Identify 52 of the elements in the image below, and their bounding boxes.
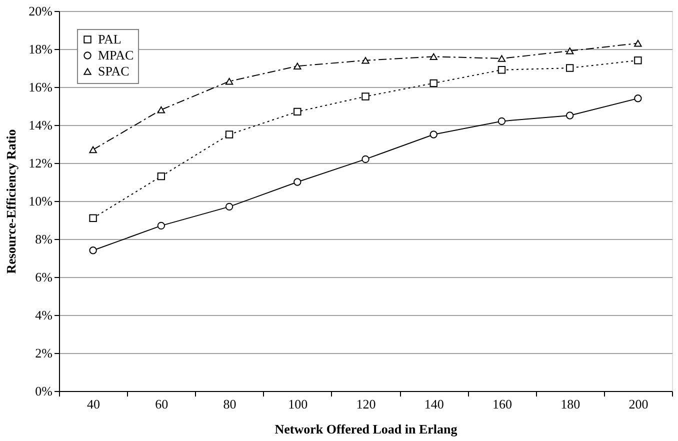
point (89, 214, 97, 222)
x-tick-label: 40 (87, 396, 100, 412)
y-tick-label: 2% (35, 346, 53, 360)
x-tick-label: 100 (288, 396, 308, 412)
point (362, 155, 370, 164)
x-tick-label: 180 (560, 396, 580, 412)
point (157, 106, 166, 114)
point (566, 64, 574, 72)
x-axis-title: Network Offered Load in Erlang (274, 422, 458, 436)
point (634, 94, 642, 102)
x-tick-label: 80 (223, 396, 236, 412)
point (634, 40, 642, 47)
y-tick-label: 18% (28, 42, 53, 56)
legend-label: MPAC (98, 48, 134, 62)
point (566, 112, 574, 120)
point (225, 130, 234, 138)
y-tick-label: 0% (35, 384, 53, 398)
point (157, 222, 166, 230)
y-tick-label: 12% (28, 156, 53, 170)
y-tick-label: 4% (35, 308, 53, 322)
x-tick-label: 120 (356, 396, 376, 412)
point (498, 55, 506, 62)
point (294, 62, 302, 70)
x-tick-label: 140 (424, 396, 444, 412)
point (498, 117, 506, 126)
x-tick-label: 160 (492, 396, 512, 412)
y-axis-title: Resource-Efficiency Ratio (4, 129, 19, 274)
point (294, 178, 302, 186)
point (89, 146, 97, 154)
legend-label: PAL (98, 32, 122, 46)
y-tick-label: 16% (28, 80, 53, 94)
point (430, 79, 438, 88)
point (430, 130, 438, 138)
y-tick-label: 6% (35, 270, 53, 284)
point (566, 47, 574, 54)
point (157, 172, 166, 180)
point (225, 78, 234, 85)
legend-label: SPAC (98, 64, 130, 78)
y-tick-label: 20% (28, 4, 53, 18)
point (430, 53, 438, 60)
point (362, 92, 370, 100)
point (225, 202, 234, 211)
y-tick-label: 8% (35, 232, 53, 246)
y-tick-label: 10% (28, 194, 53, 208)
x-tick-label: 60 (155, 396, 168, 412)
point (498, 66, 506, 74)
point (89, 246, 97, 254)
x-tick-label: 200 (628, 396, 648, 412)
y-tick-label: 14% (28, 118, 53, 132)
point (294, 108, 302, 116)
point (634, 56, 642, 64)
point (362, 56, 370, 64)
